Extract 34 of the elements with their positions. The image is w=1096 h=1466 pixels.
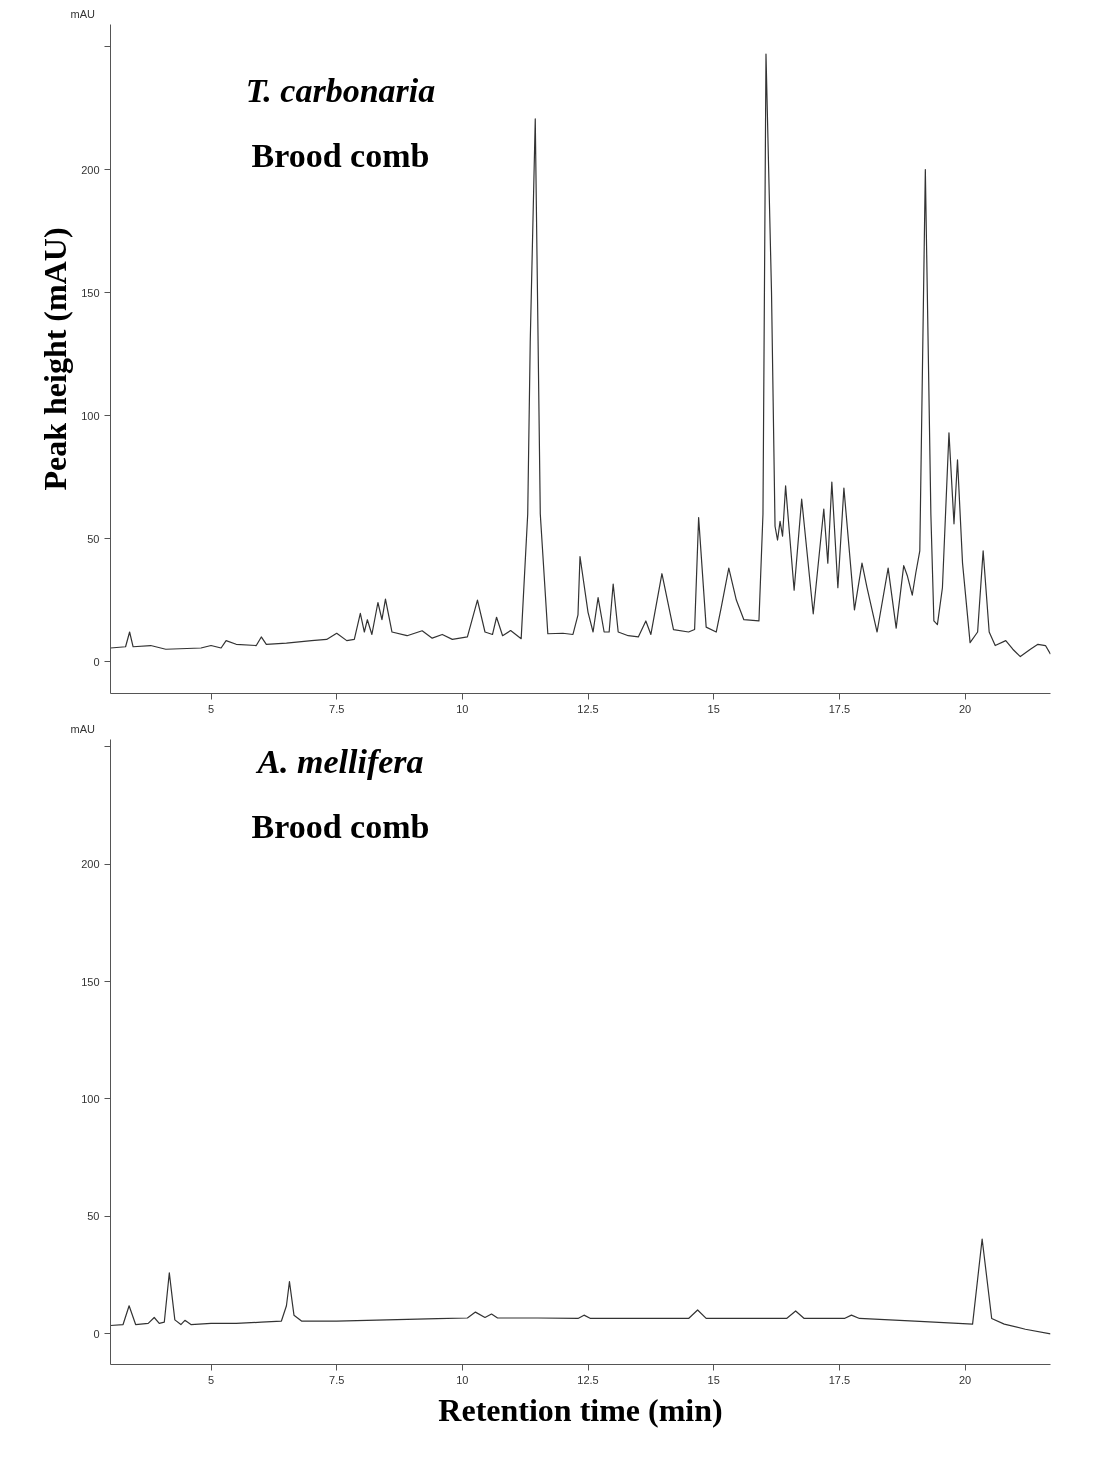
- y-tick-label: 150: [81, 286, 100, 299]
- x-tick-label: 7.5: [329, 1373, 345, 1386]
- chart-title: A. mellifera: [255, 742, 424, 780]
- y-tick-label: 200: [81, 858, 100, 871]
- x-tick-label: 5: [207, 702, 215, 715]
- text: Brood comb: [251, 136, 430, 174]
- y-tick-label: 100: [81, 1092, 100, 1105]
- x-tick-label: 17.5: [828, 702, 851, 715]
- text: mAU: [70, 722, 95, 735]
- x-tick-label: 15: [707, 1373, 720, 1386]
- x-tick-label: 12.5: [577, 702, 599, 715]
- line-series: [110, 53, 1051, 658]
- x-tick-label: 20: [958, 702, 972, 715]
- x-tick-label: 10: [456, 1373, 469, 1386]
- y-tick-label: 150: [81, 975, 100, 988]
- text: Brood comb: [251, 807, 430, 845]
- x-tick-label: 7.5: [329, 702, 345, 715]
- y-tick-label: 50: [87, 1210, 100, 1223]
- x-axis-title: Retention time (min): [438, 1391, 723, 1428]
- x-tick-label: 10: [456, 702, 469, 715]
- y-tick-label: 0: [93, 655, 100, 668]
- x-tick-label: 5: [207, 1373, 215, 1386]
- y-axis-title: Peak height (mAU): [37, 227, 74, 491]
- y-tick-label: 0: [93, 1327, 100, 1340]
- text: T. carbonaria: [245, 71, 436, 109]
- x-tick-label: 15: [707, 702, 720, 715]
- x-tick-label: 17.5: [828, 1373, 851, 1386]
- text: mAU: [70, 7, 95, 20]
- y-tick-label: 50: [87, 532, 100, 545]
- y-tick-label: 100: [81, 409, 100, 422]
- x-tick-label: 20: [958, 1373, 972, 1386]
- y-tick-label: 200: [81, 163, 100, 176]
- line-series: [110, 1238, 1051, 1335]
- x-tick-label: 12.5: [577, 1373, 599, 1386]
